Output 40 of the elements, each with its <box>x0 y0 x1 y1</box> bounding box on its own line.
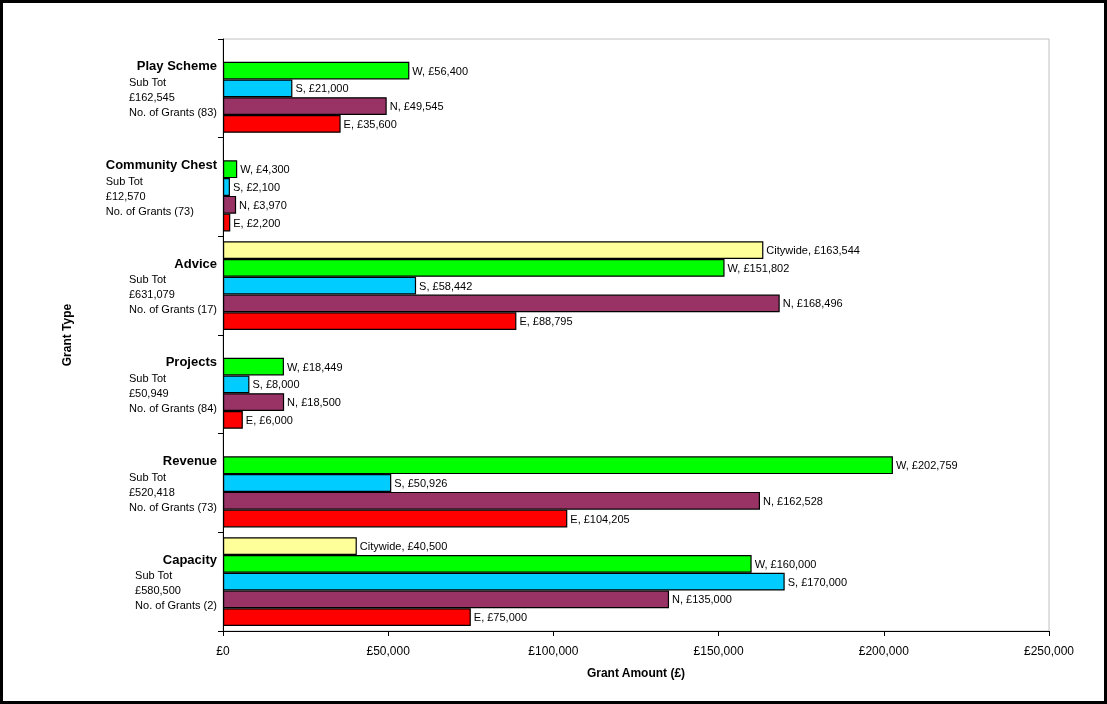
data-label: E, £75,000 <box>473 611 528 624</box>
data-label: E, £88,795 <box>519 315 573 328</box>
data-label: S, £2,100 <box>232 181 281 193</box>
data-label: N, £18,500 <box>287 396 341 409</box>
data-label: S, £21,000 <box>295 82 349 95</box>
x-tick-label: £100,000 <box>528 644 579 658</box>
x-tick-label: £250,000 <box>1023 644 1075 658</box>
y-tick-label: Projects Sub Tot £50,949 No. of Grants (84) <box>128 354 218 414</box>
data-label: N, £162,528 <box>762 494 823 507</box>
data-label: W, £56,400 <box>412 64 468 77</box>
data-label: E, £6,000 <box>245 413 293 426</box>
data-label: N, £168,496 <box>782 297 843 310</box>
y-tick-label: Advice Sub Tot £631,079 No. of Grants (17) <box>128 255 218 316</box>
y-tick-label: Capacity Sub Tot £580,500 No. of Grants (2) <box>135 551 218 612</box>
data-label: W, £4,300 <box>240 163 290 176</box>
x-axis-title: Grant Amount (£) <box>586 666 686 680</box>
y-tick-label: Revenue Sub Tot £520,418 No. of Grants (73) <box>128 453 218 513</box>
data-label: Citywide, £40,500 <box>359 540 448 553</box>
data-label: N, £49,545 <box>389 100 444 113</box>
x-tick-label: £50,000 <box>366 644 411 658</box>
data-label: S, £58,442 <box>419 279 473 292</box>
data-label: N, £3,970 <box>239 198 287 211</box>
x-tick-label: £0 <box>216 644 230 658</box>
data-label: S, £50,926 <box>394 477 448 489</box>
data-label: N, £135,000 <box>672 593 732 606</box>
data-label: W, £151,802 <box>727 261 790 274</box>
data-label: S, £170,000 <box>787 575 848 588</box>
data-label: E, £2,200 <box>233 216 281 229</box>
data-label: E, £104,205 <box>570 512 630 525</box>
data-label: W, £18,449 <box>286 360 343 373</box>
y-tick-label: Community Chest Sub Tot £12,570 No. of Grants (73) <box>105 157 218 217</box>
y-axis-title: Grant Type <box>60 303 74 367</box>
data-label: E, £35,600 <box>343 117 397 130</box>
data-label: S, £8,000 <box>252 378 300 391</box>
data-label: Citywide, £163,544 <box>766 244 860 257</box>
x-tick-label: £150,000 <box>693 644 744 658</box>
y-tick-label: Play Scheme Sub Tot £162,545 No. of Grants (83) <box>128 58 218 118</box>
data-label: W, £160,000 <box>754 557 817 570</box>
data-label: W, £202,759 <box>895 459 958 472</box>
x-tick-label: £200,000 <box>858 644 910 658</box>
